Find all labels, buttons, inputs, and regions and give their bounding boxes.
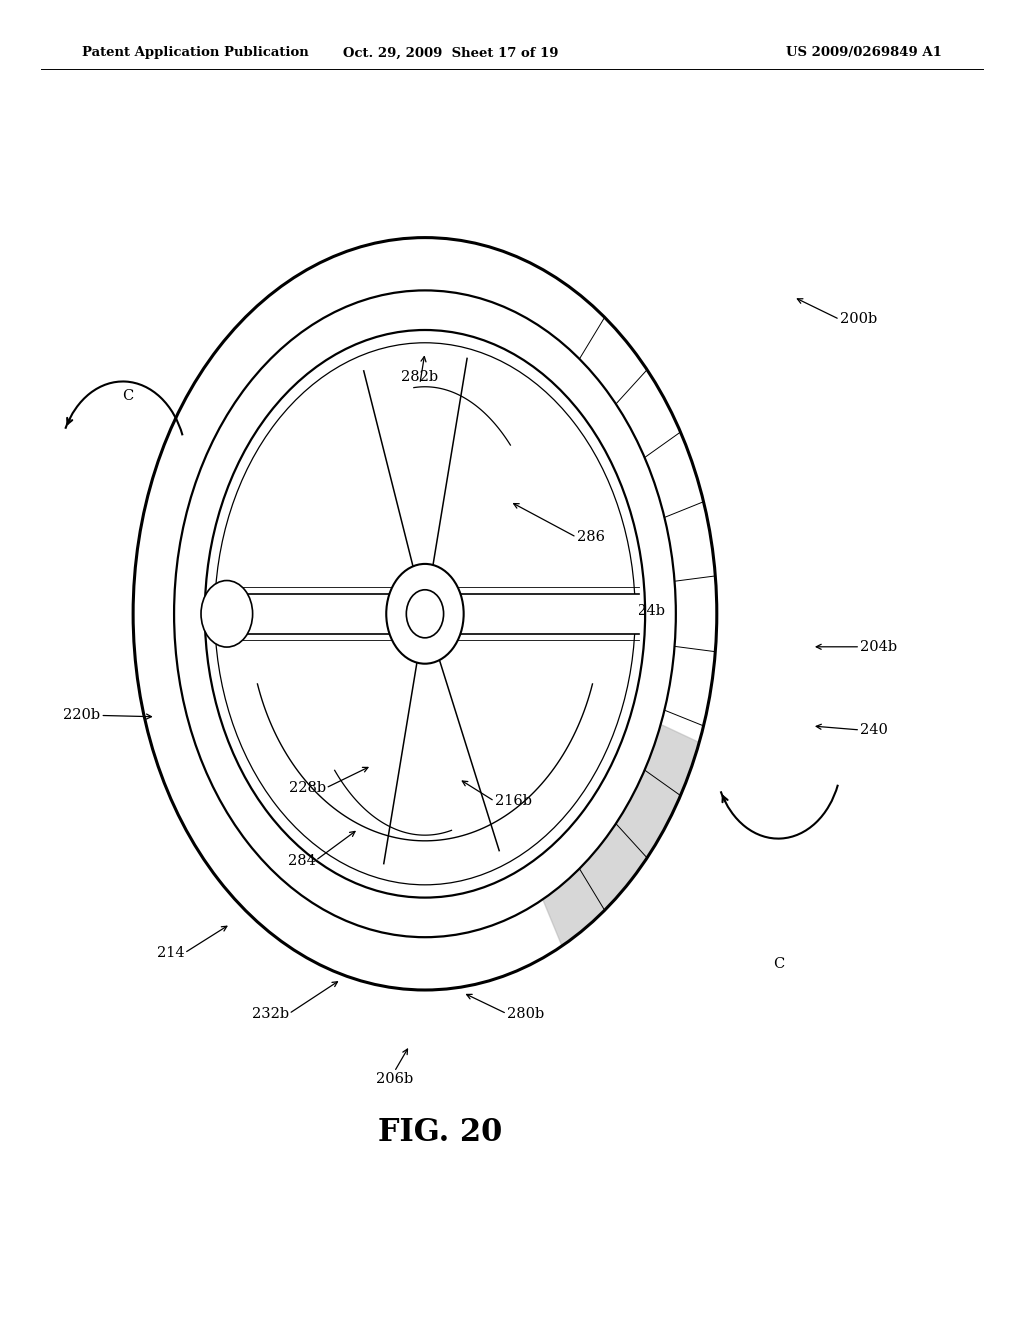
Text: 225b: 225b	[238, 605, 274, 618]
Text: 224b: 224b	[628, 605, 665, 618]
Text: Patent Application Publication: Patent Application Publication	[82, 46, 308, 59]
Text: 230b: 230b	[399, 636, 436, 651]
Text: US 2009/0269849 A1: US 2009/0269849 A1	[786, 46, 942, 59]
Text: 206b: 206b	[376, 1072, 413, 1086]
Text: 284: 284	[288, 854, 315, 867]
Text: 216b: 216b	[495, 795, 531, 808]
Text: 240: 240	[860, 723, 888, 737]
Text: 232b: 232b	[252, 1007, 289, 1020]
Circle shape	[205, 330, 645, 898]
Circle shape	[386, 564, 464, 664]
Text: 286: 286	[577, 531, 604, 544]
Text: C: C	[123, 389, 133, 403]
Bar	[211, 594, 639, 634]
Text: 204b: 204b	[860, 640, 897, 653]
Text: 220b: 220b	[63, 709, 100, 722]
Text: 200b: 200b	[840, 313, 877, 326]
Text: 280b: 280b	[507, 1007, 544, 1020]
Text: 228b: 228b	[289, 781, 326, 795]
Circle shape	[407, 590, 443, 638]
Circle shape	[201, 581, 253, 647]
Circle shape	[174, 290, 676, 937]
Text: FIG. 20: FIG. 20	[378, 1117, 503, 1148]
Text: 282b: 282b	[401, 370, 438, 384]
Text: 214: 214	[157, 946, 184, 960]
Text: Oct. 29, 2009  Sheet 17 of 19: Oct. 29, 2009 Sheet 17 of 19	[343, 46, 558, 59]
Text: C: C	[773, 957, 784, 970]
Polygon shape	[543, 725, 699, 946]
